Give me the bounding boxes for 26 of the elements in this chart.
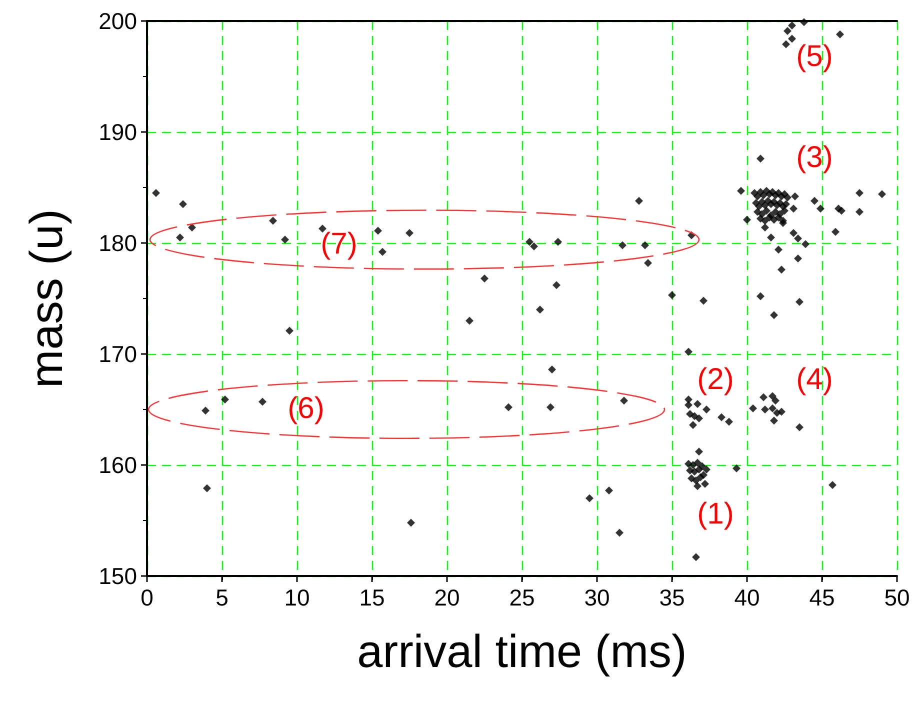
x-tick-label: 35 bbox=[659, 584, 685, 610]
x-tick-label: 30 bbox=[584, 584, 610, 610]
x-axis-title: arrival time (ms) bbox=[357, 625, 687, 677]
x-tick-label: 45 bbox=[809, 584, 835, 610]
y-tick-label: 190 bbox=[98, 119, 137, 145]
x-tick-label: 0 bbox=[140, 584, 154, 610]
x-tick-label: 50 bbox=[884, 584, 910, 610]
annotation: (7) bbox=[320, 228, 358, 261]
y-axis-title: mass (u) bbox=[20, 209, 72, 388]
annotation: (2) bbox=[697, 363, 734, 396]
annotation: (1) bbox=[697, 497, 734, 530]
x-tick-label: 20 bbox=[434, 584, 460, 610]
annotation: (5) bbox=[796, 40, 833, 74]
x-tick-label: 40 bbox=[734, 584, 760, 610]
y-tick-label: 180 bbox=[98, 230, 137, 256]
annotation: (3) bbox=[796, 141, 833, 174]
y-tick-label: 160 bbox=[98, 452, 137, 478]
y-tick-label: 170 bbox=[98, 341, 137, 367]
annotation: (6) bbox=[288, 392, 324, 425]
y-tick-label: 200 bbox=[98, 8, 137, 34]
x-tick-label: 5 bbox=[216, 584, 228, 610]
annotation: (4) bbox=[796, 363, 833, 396]
x-tick-label: 10 bbox=[284, 584, 310, 610]
x-tick-label: 15 bbox=[359, 584, 385, 610]
x-tick-label: 25 bbox=[509, 584, 535, 610]
y-tick-label: 150 bbox=[98, 563, 137, 589]
